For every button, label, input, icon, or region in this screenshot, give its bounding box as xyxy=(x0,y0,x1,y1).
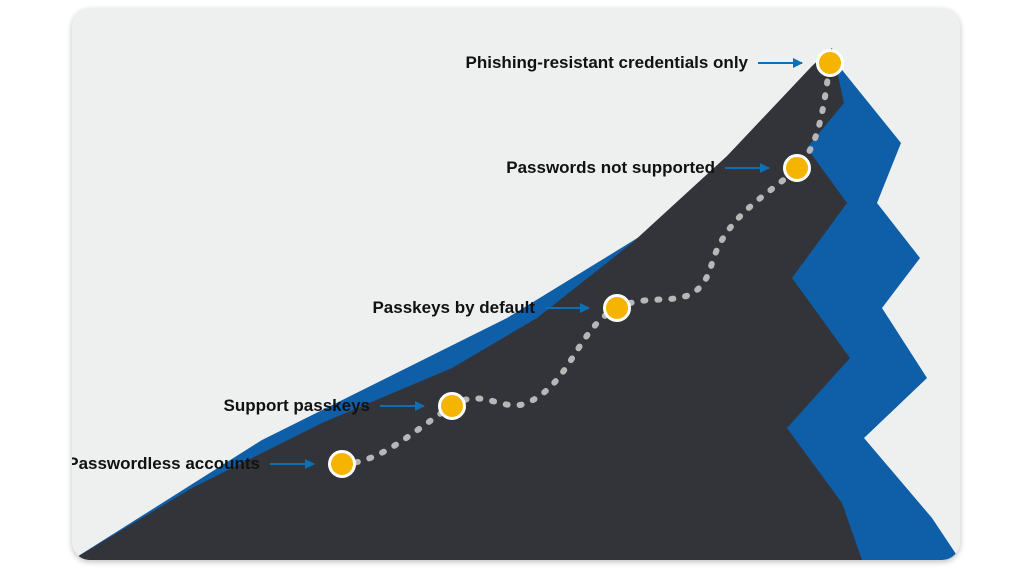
label-passwords-not-supported: Passwords not supported xyxy=(506,158,715,178)
arrow-support-passkeys xyxy=(380,405,424,407)
marker-support-passkeys xyxy=(438,392,466,420)
arrow-passwords-not-supported xyxy=(725,167,769,169)
label-passwordless-accounts: Passwordless accounts xyxy=(72,454,260,474)
marker-phishing-resistant xyxy=(816,49,844,77)
label-phishing-resistant: Phishing-resistant credentials only xyxy=(466,53,748,73)
annotation-overlay: Passwordless accounts Support passkeys Pas… xyxy=(72,8,960,560)
marker-passkeys-by-default xyxy=(603,294,631,322)
label-passkeys-by-default: Passkeys by default xyxy=(372,298,535,318)
diagram-card: Passwordless accounts Support passkeys Pas… xyxy=(72,8,960,560)
arrow-phishing-resistant xyxy=(758,62,802,64)
label-support-passkeys: Support passkeys xyxy=(224,396,370,416)
marker-passwords-not-supported xyxy=(783,154,811,182)
marker-passwordless-accounts xyxy=(328,450,356,478)
arrow-passwordless-accounts xyxy=(270,463,314,465)
arrow-passkeys-by-default xyxy=(545,307,589,309)
